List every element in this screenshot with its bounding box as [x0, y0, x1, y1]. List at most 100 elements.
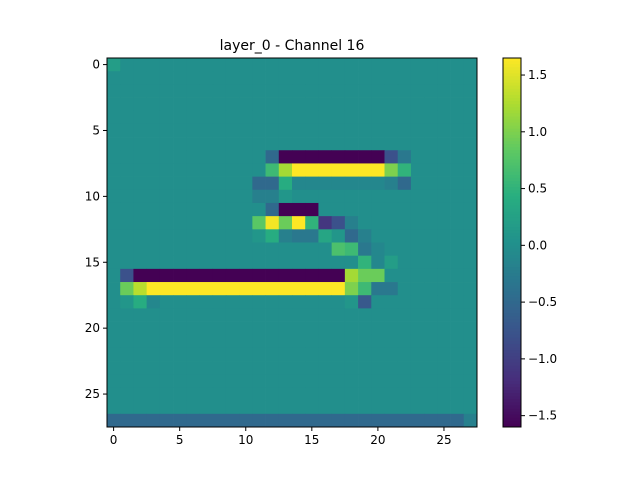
heatmap-cell: [107, 321, 121, 336]
heatmap-cell: [424, 255, 438, 270]
colorbar-segment: [503, 273, 521, 277]
colorbar-segment: [503, 399, 521, 403]
colorbar-segment: [503, 282, 521, 286]
heatmap-cell: [199, 163, 214, 177]
heatmap-cell: [265, 216, 280, 230]
heatmap-cell: [278, 176, 293, 191]
heatmap-cell: [159, 413, 174, 428]
heatmap-cell: [410, 71, 425, 85]
heatmap-cell: [331, 110, 346, 125]
heatmap-cell: [239, 110, 253, 125]
heatmap-cell: [186, 400, 200, 415]
heatmap-cell: [358, 282, 372, 296]
heatmap-cell: [305, 295, 319, 309]
heatmap-cell: [173, 387, 187, 401]
heatmap-cell: [159, 163, 174, 177]
heatmap-cell: [292, 84, 306, 98]
heatmap-cell: [384, 387, 399, 401]
heatmap-cell: [186, 137, 200, 151]
heatmap-cell: [133, 282, 147, 296]
heatmap-cell: [146, 295, 161, 309]
x-tick-label: 0: [110, 433, 118, 447]
heatmap-cell: [437, 137, 451, 151]
heatmap-cell: [463, 282, 478, 296]
heatmap-cell: [331, 123, 346, 138]
colorbar-segment: [503, 353, 521, 357]
heatmap-cell: [397, 176, 412, 191]
heatmap-cell: [463, 242, 478, 257]
heatmap-cell: [292, 387, 306, 401]
heatmap-cell: [371, 255, 385, 270]
heatmap-cell: [199, 242, 214, 257]
heatmap-cell: [318, 255, 332, 270]
heatmap-cell: [159, 58, 174, 72]
heatmap-cell: [225, 110, 240, 125]
heatmap-cell: [292, 176, 306, 191]
heatmap-cell: [278, 71, 293, 85]
colorbar-segment: [503, 113, 521, 117]
heatmap-cell: [450, 123, 465, 138]
heatmap-cell: [384, 255, 399, 270]
heatmap-cell: [173, 97, 187, 112]
heatmap-cell: [239, 361, 253, 375]
heatmap-cell: [344, 255, 359, 270]
heatmap-cell: [252, 361, 266, 375]
colorbar-segment: [503, 181, 521, 185]
heatmap-cell: [212, 361, 227, 375]
colorbar-tick-label: 0.5: [528, 182, 547, 196]
heatmap-cell: [107, 413, 121, 428]
heatmap-cell: [199, 387, 214, 401]
heatmap-frame: [106, 57, 478, 428]
heatmap-cell: [424, 374, 438, 388]
colorbar-segment: [503, 168, 521, 173]
heatmap-cell: [397, 202, 412, 217]
heatmap-cell: [120, 321, 134, 336]
heatmap-cell: [397, 321, 412, 336]
heatmap-cell: [212, 189, 227, 204]
heatmap-cell: [358, 229, 372, 243]
heatmap-cell: [397, 123, 412, 138]
heatmap-cell: [318, 282, 332, 296]
heatmap-cell: [371, 110, 385, 125]
heatmap-cell: [120, 282, 134, 296]
heatmap-cell: [292, 268, 306, 283]
colorbar-segment: [503, 248, 521, 253]
heatmap-cell: [371, 242, 385, 257]
heatmap-cell: [331, 295, 346, 309]
heatmap-cell: [186, 374, 200, 388]
heatmap-cell: [344, 242, 359, 257]
heatmap-cell: [252, 137, 266, 151]
heatmap-cell: [331, 361, 346, 375]
heatmap-cell: [225, 229, 240, 243]
heatmap-cell: [212, 308, 227, 322]
heatmap-cell: [292, 282, 306, 296]
heatmap-cell: [212, 229, 227, 243]
heatmap-cell: [159, 374, 174, 388]
heatmap-cell: [159, 361, 174, 375]
heatmap-cell: [225, 387, 240, 401]
colorbar-segment: [503, 125, 521, 130]
heatmap-cell: [159, 255, 174, 270]
heatmap-cell: [410, 202, 425, 217]
heatmap-cell: [371, 374, 385, 388]
heatmap-cell: [318, 295, 332, 309]
heatmap-cell: [159, 347, 174, 362]
heatmap-cell: [120, 295, 134, 309]
heatmap-cell: [212, 110, 227, 125]
heatmap-cell: [186, 229, 200, 243]
heatmap-cell: [437, 387, 451, 401]
heatmap-cell: [265, 347, 280, 362]
heatmap-cell: [292, 150, 306, 164]
heatmap-cell: [173, 71, 187, 85]
heatmap-cell: [424, 387, 438, 401]
heatmap-cell: [397, 268, 412, 283]
colorbar-segment: [503, 101, 521, 105]
heatmap-cell: [358, 189, 372, 204]
heatmap-cell: [344, 123, 359, 138]
heatmap-cell: [120, 400, 134, 415]
heatmap-cell: [265, 361, 280, 375]
colorbar-segment: [503, 325, 521, 329]
heatmap-cell: [120, 268, 134, 283]
heatmap-cell: [265, 84, 280, 98]
heatmap-cell: [437, 321, 451, 336]
